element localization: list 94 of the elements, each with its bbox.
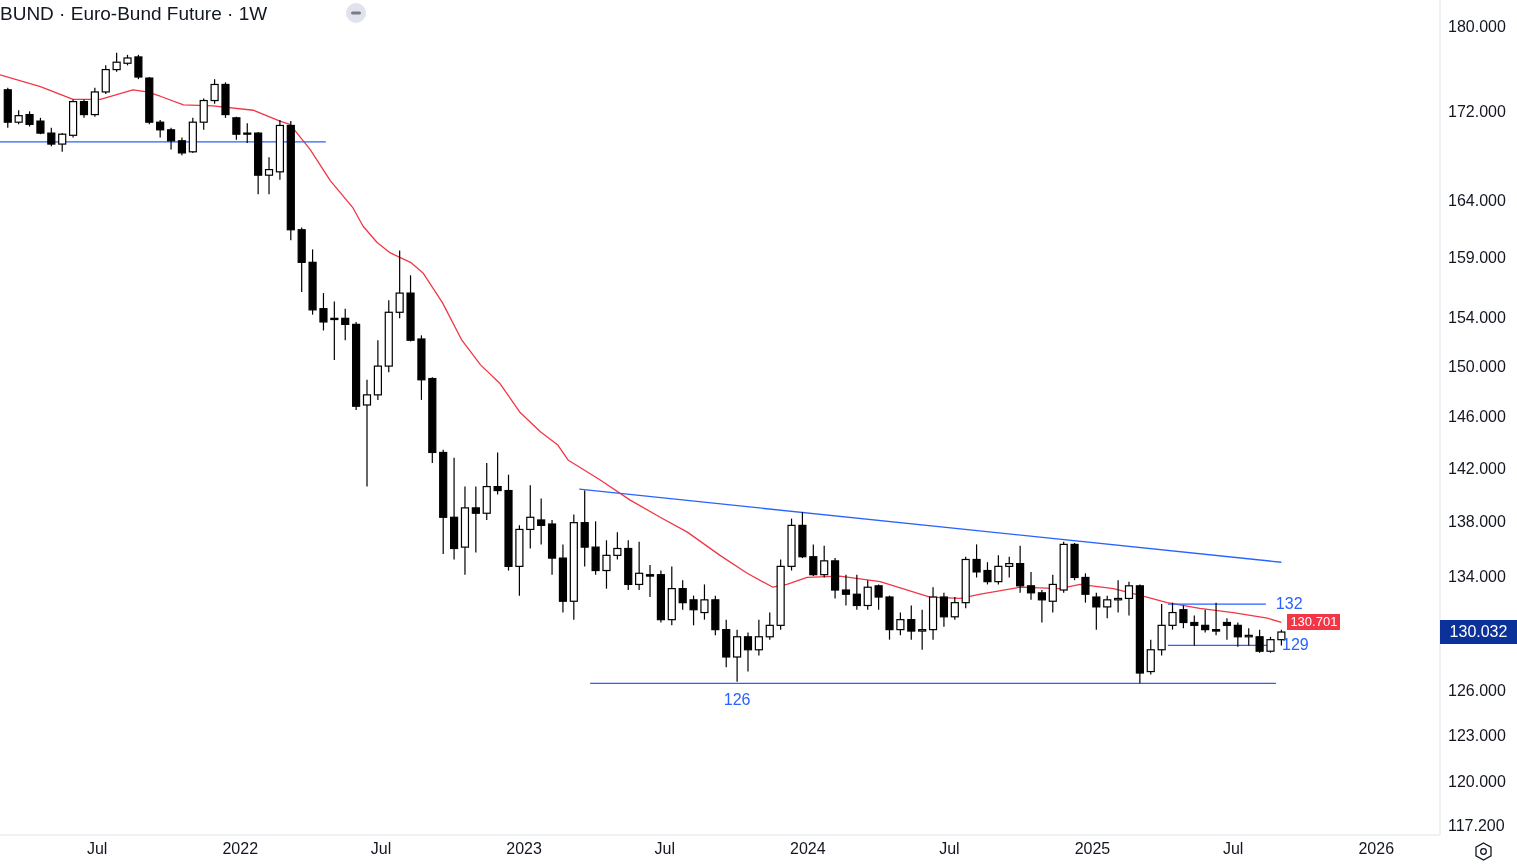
candlestick	[602, 539, 611, 590]
candlestick	[809, 543, 818, 577]
x-tick-label: Jul	[1222, 840, 1244, 858]
candlestick	[733, 629, 742, 683]
candlestick	[918, 609, 927, 651]
candlestick	[1201, 609, 1210, 634]
candlestick	[645, 564, 655, 598]
candlestick	[1233, 621, 1242, 648]
candlestick	[101, 64, 110, 95]
candlestick	[983, 561, 992, 586]
y-tick-label: 159.000	[1448, 249, 1506, 267]
y-tick-label: 126.000	[1448, 682, 1506, 700]
candlestick	[1222, 617, 1232, 641]
candlestick	[820, 545, 829, 579]
data-label: 130.701	[1287, 614, 1341, 631]
candlestick	[1005, 556, 1014, 579]
candlestick	[319, 292, 328, 332]
candlestick	[939, 592, 949, 628]
candlestick	[362, 379, 372, 488]
candlestick	[896, 611, 905, 636]
candlestick	[1255, 629, 1264, 654]
y-tick-label: 180.000	[1448, 18, 1506, 36]
x-tick-label: Jul	[939, 840, 960, 858]
candlestick	[243, 122, 252, 144]
candlestick	[994, 554, 1003, 586]
candlestick	[689, 595, 698, 626]
y-tick-label: 154.000	[1448, 308, 1506, 326]
x-tick-label: Jul	[86, 840, 108, 858]
candlestick	[1037, 589, 1046, 624]
x-tick-label: 2024	[790, 840, 826, 858]
x-tick-label: Jul	[370, 840, 392, 858]
y-tick-label: 123.000	[1448, 727, 1506, 745]
candlestick	[613, 531, 622, 561]
candlestick	[79, 98, 89, 119]
y-tick-label: 142.000	[1448, 459, 1506, 477]
candlestick	[754, 619, 763, 657]
candlestick	[863, 579, 872, 611]
candlestick	[852, 574, 861, 611]
chart-title: BUND · Euro-Bund Future · 1W	[0, 3, 268, 25]
candlestick	[47, 127, 56, 147]
candlestick	[341, 308, 350, 341]
candlestick	[1168, 602, 1177, 631]
y-tick-label: 146.000	[1448, 408, 1506, 426]
candlestick	[700, 583, 709, 621]
candlestick	[526, 484, 535, 550]
candlestick	[841, 574, 851, 607]
x-tick-label: 2022	[222, 840, 259, 858]
candlestick	[471, 485, 480, 554]
candlestick	[743, 631, 753, 673]
x-tick-label: 2026	[1358, 840, 1395, 858]
candlestick	[90, 87, 99, 118]
candlestick	[907, 604, 916, 641]
candlestick	[493, 451, 502, 496]
x-tick-label: Jul	[654, 840, 676, 858]
candlestick	[950, 596, 959, 621]
candlestick	[264, 156, 274, 195]
candlestick	[166, 127, 176, 151]
candlestick	[134, 54, 143, 80]
candlestick	[1081, 572, 1090, 604]
candlestick	[1124, 581, 1134, 616]
text: 130.032	[1449, 623, 1508, 641]
candlestick	[112, 52, 121, 73]
annotation: 132	[1275, 595, 1303, 614]
candlestick	[874, 583, 883, 611]
y-tick-label: 117.200	[1448, 817, 1505, 835]
annotation: 129	[1282, 636, 1309, 655]
candlestick	[1048, 574, 1057, 614]
candlestick	[395, 250, 404, 319]
y-tick-label: 138.000	[1448, 513, 1506, 530]
candlestick	[1016, 545, 1025, 594]
y-tick-label: 150.000	[1448, 357, 1506, 375]
candlestick	[58, 132, 67, 153]
candlestick	[1211, 602, 1221, 636]
candlestick	[210, 78, 219, 105]
candlestick	[635, 541, 644, 591]
annotation: 126	[723, 691, 751, 710]
candlestick	[1146, 639, 1155, 676]
x-tick-label: 2025	[1074, 840, 1111, 858]
candlestick	[1179, 604, 1188, 629]
candlestick	[765, 611, 774, 641]
candlestick	[537, 497, 546, 545]
candlestick	[1103, 595, 1112, 619]
candlestick	[591, 520, 600, 576]
y-tick-label: 134.000	[1448, 567, 1506, 585]
candlestick	[199, 97, 208, 131]
y-tick-label: 164.000	[1448, 191, 1506, 209]
x-tick-label: 2023	[506, 840, 542, 858]
candlestick	[678, 579, 687, 611]
candlestick	[1092, 592, 1101, 631]
y-tick-label: 120.000	[1448, 773, 1506, 791]
y-tick-label: 172.000	[1448, 103, 1506, 121]
candlestick	[1026, 571, 1036, 601]
candlestick	[972, 543, 981, 579]
candlestick	[1190, 614, 1199, 647]
